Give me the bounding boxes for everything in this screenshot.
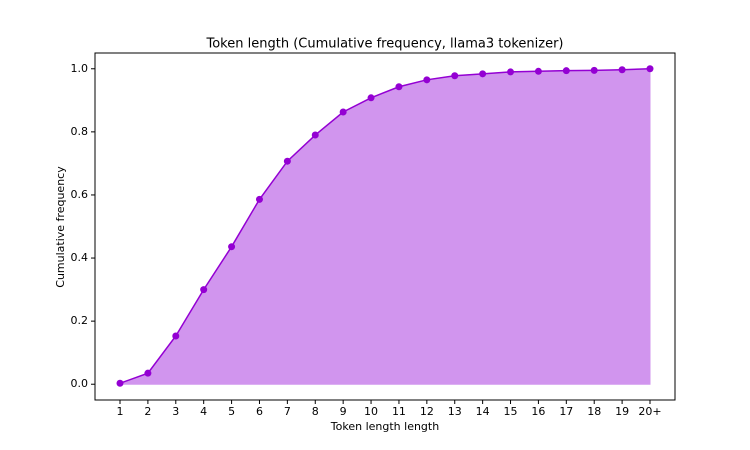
x-tick-label: 15 [504, 405, 518, 418]
y-tick-label: 0.6 [71, 188, 89, 201]
marker [590, 66, 598, 74]
x-tick-label: 4 [200, 405, 207, 418]
x-tick-label: 12 [420, 405, 434, 418]
marker [507, 68, 515, 76]
x-tick-label: 1 [117, 405, 124, 418]
x-tick-label: 7 [284, 405, 291, 418]
x-tick-label: 19 [615, 405, 629, 418]
marker [255, 195, 263, 203]
area [119, 68, 651, 385]
y-tick-label: 1.0 [71, 62, 89, 75]
marker [562, 67, 570, 75]
marker [618, 66, 626, 74]
x-tick-label: 8 [312, 405, 319, 418]
marker [283, 157, 291, 165]
x-tick-label: 2 [144, 405, 151, 418]
x-axis-label: Token length length [330, 420, 439, 433]
y-axis-label: Cumulative frequency [54, 166, 67, 288]
x-tick-label: 13 [448, 405, 462, 418]
marker [367, 94, 375, 102]
line [119, 68, 651, 384]
marker [423, 76, 431, 84]
x-tick-label: 16 [531, 405, 545, 418]
marker [451, 72, 459, 80]
x-tick-label: 5 [228, 405, 235, 418]
marker [116, 379, 124, 387]
x-tick-label: 9 [340, 405, 347, 418]
plot-frame [94, 52, 676, 401]
chart-title: Token length (Cumulative frequency, llam… [206, 37, 564, 52]
y-tick-label: 0.4 [71, 251, 89, 264]
y-tick-label: 0.2 [71, 314, 89, 327]
x-tick-label: 10 [364, 405, 378, 418]
x-tick-label: 20+ [638, 405, 661, 418]
marker [144, 369, 152, 377]
marker [311, 131, 319, 139]
marker [395, 83, 403, 91]
marker [200, 286, 208, 294]
x-tick-label: 6 [256, 405, 263, 418]
marker [339, 108, 347, 116]
y-tick-label: 0.0 [71, 377, 89, 390]
marker [228, 243, 236, 251]
x-tick-label: 3 [172, 405, 179, 418]
x-tick-label: 18 [587, 405, 601, 418]
marker [534, 67, 542, 75]
x-tick-label: 14 [476, 405, 490, 418]
x-tick-label: 17 [559, 405, 573, 418]
marker [172, 332, 180, 340]
y-tick-label: 0.8 [71, 125, 89, 138]
marker [646, 65, 654, 73]
x-tick-label: 11 [392, 405, 406, 418]
marker [479, 70, 487, 78]
